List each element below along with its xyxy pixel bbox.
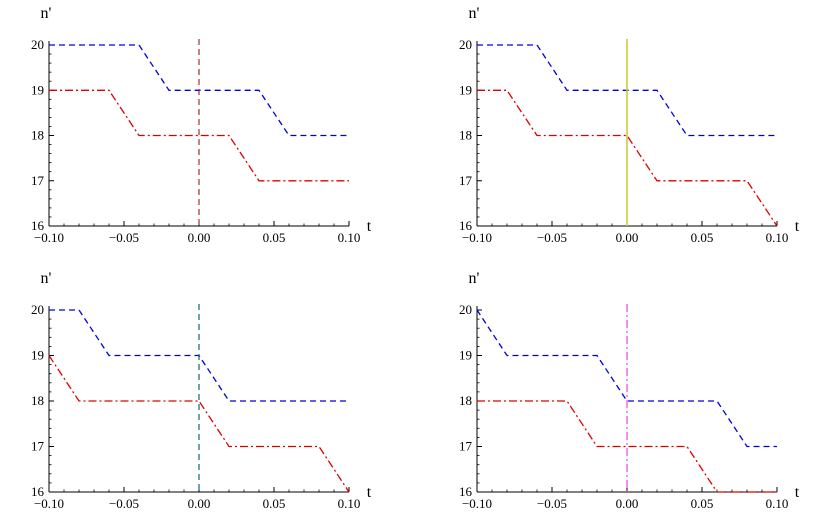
- x-axis-title: t: [367, 484, 372, 501]
- y-tick-label: 16: [459, 218, 473, 233]
- y-tick-label: 20: [31, 302, 44, 317]
- x-tick-label: −0.05: [109, 230, 139, 245]
- x-tick-label: −0.10: [34, 230, 64, 245]
- y-axis-title: n': [41, 270, 52, 287]
- chart-panel-4: 16 17 18 19 20 −0.10 −0.05 0.00 0.05 0.10 n' t: [459, 270, 800, 511]
- y-tick-label: 17: [459, 439, 473, 454]
- x-tick-label: 0.00: [616, 230, 639, 245]
- x-tick-label: 0.00: [188, 496, 211, 511]
- y-tick-label: 17: [31, 439, 45, 454]
- y-tick-label: 16: [31, 484, 45, 499]
- x-tick-label: −0.10: [34, 496, 64, 511]
- x-axis-title: t: [795, 484, 800, 501]
- x-tick-label: 0.00: [188, 230, 211, 245]
- x-tick-label: −0.10: [462, 230, 492, 245]
- y-tick-label: 16: [459, 484, 473, 499]
- chart-panel-2: 16 17 18 19 20 −0.10 −0.05 0.00 0.05 0.10 n' t: [459, 5, 800, 245]
- x-tick-label: −0.05: [109, 496, 139, 511]
- y-axis-title: n': [469, 5, 480, 22]
- y-tick-label: 20: [459, 302, 472, 317]
- x-tick-label: 0.05: [691, 496, 714, 511]
- y-tick-label: 19: [459, 82, 472, 97]
- x-tick-label: −0.05: [537, 230, 567, 245]
- y-tick-label: 18: [31, 128, 44, 143]
- chart-panel-3: 16 17 18 19 20 −0.10 −0.05 0.00 0.05 0.10 n' t: [31, 270, 372, 511]
- y-tick-label: 20: [459, 37, 472, 52]
- series-line-1: [476, 309, 777, 448]
- y-tick-label: 18: [459, 393, 472, 408]
- series-line-2: [49, 89, 349, 182]
- series-line-2: [477, 400, 777, 493]
- x-tick-label: 0.10: [338, 230, 361, 245]
- y-tick-label: 17: [31, 173, 45, 188]
- x-axis-title: t: [367, 218, 372, 235]
- y-tick-label: 18: [31, 393, 44, 408]
- x-tick-label: 0.05: [691, 230, 714, 245]
- y-tick-label: 19: [31, 348, 44, 363]
- y-tick-label: 20: [31, 37, 44, 52]
- y-axis-title: n': [41, 5, 52, 22]
- y-tick-label: 17: [459, 173, 473, 188]
- x-tick-label: 0.05: [263, 496, 286, 511]
- y-tick-label: 18: [459, 128, 472, 143]
- y-tick-label: 16: [31, 218, 45, 233]
- x-tick-label: 0.10: [766, 496, 789, 511]
- x-tick-label: 0.10: [338, 496, 361, 511]
- y-axis-title: n': [469, 270, 480, 287]
- y-tick-label: 19: [459, 348, 472, 363]
- series-line-1: [477, 44, 777, 137]
- series-line-1: [49, 309, 349, 402]
- x-axis-title: t: [795, 218, 800, 235]
- x-tick-label: −0.10: [462, 496, 492, 511]
- chart-panel-1: 16 17 18 19 20 −0.10 −0.05 0.00 0.05 0.10 n' t: [31, 5, 372, 245]
- series-line-1: [49, 44, 349, 137]
- x-tick-label: 0.05: [263, 230, 286, 245]
- y-tick-label: 19: [31, 82, 44, 97]
- x-tick-label: −0.05: [537, 496, 567, 511]
- x-tick-label: 0.10: [766, 230, 789, 245]
- x-tick-label: 0.00: [616, 496, 639, 511]
